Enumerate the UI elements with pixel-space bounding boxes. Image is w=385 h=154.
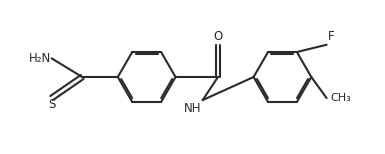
Text: H₂N: H₂N (29, 52, 52, 65)
Text: F: F (328, 30, 335, 43)
Text: O: O (213, 30, 223, 43)
Text: CH₃: CH₃ (330, 93, 351, 103)
Text: NH: NH (184, 102, 201, 115)
Text: S: S (48, 98, 55, 111)
